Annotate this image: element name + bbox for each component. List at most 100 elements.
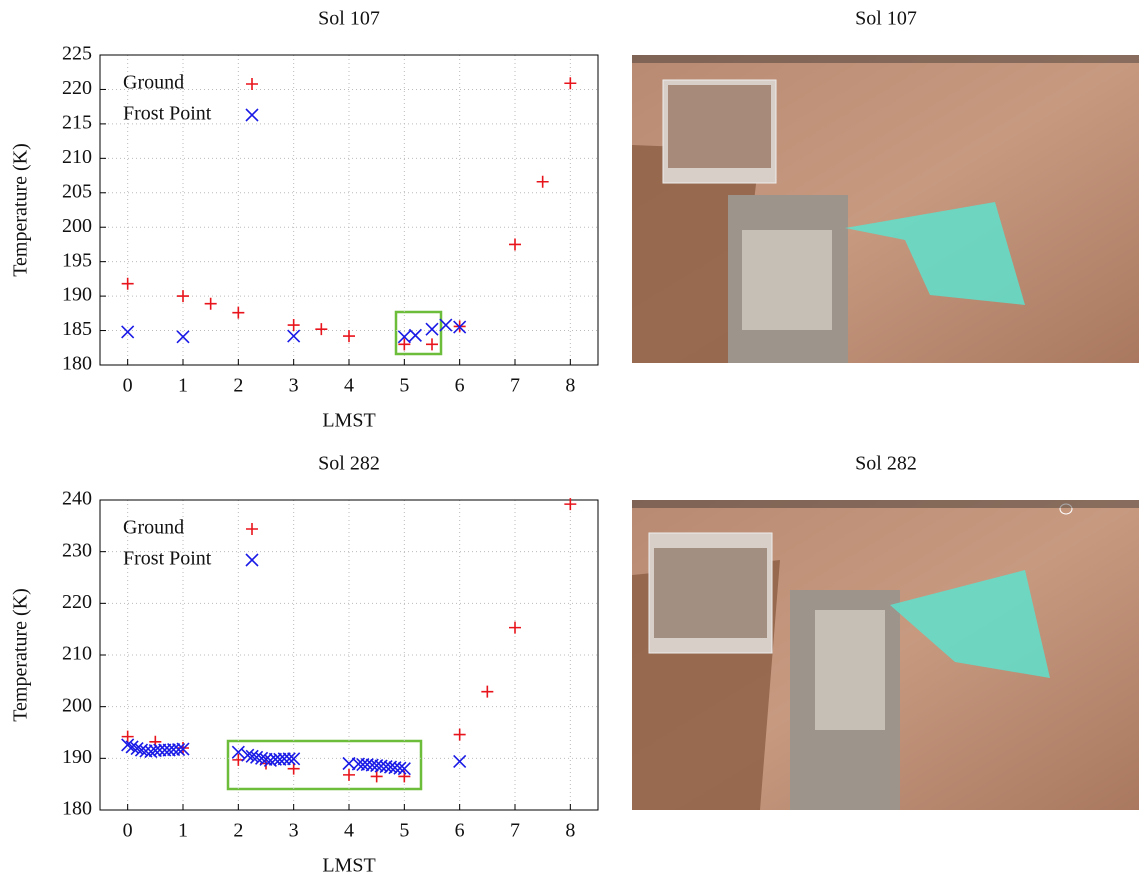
data-point	[393, 761, 407, 775]
data-point	[121, 738, 135, 752]
data-point	[481, 685, 494, 698]
data-point	[176, 742, 190, 756]
x-tick-label: 6	[455, 820, 465, 842]
y-tick-label: 200	[62, 694, 92, 716]
x-tick-label: 7	[510, 375, 520, 397]
legend-label: Frost Point	[123, 103, 212, 125]
plot-frame	[99, 499, 599, 811]
data-point	[204, 297, 217, 310]
x-tick-label: 4	[344, 375, 354, 397]
data-point	[176, 330, 190, 344]
data-point	[153, 743, 167, 757]
x-tick-label: 3	[289, 375, 299, 397]
x-tick-label: 2	[233, 375, 243, 397]
data-point	[259, 752, 273, 766]
x-axis-label: LMST	[322, 855, 375, 877]
y-tick-label: 190	[62, 746, 92, 768]
panel-title: Sol 282	[855, 453, 917, 475]
x-axis-label: LMST	[322, 410, 375, 432]
x-tick-label: 1	[178, 375, 188, 397]
x-tick-label: 7	[510, 820, 520, 842]
x-tick-label: 8	[565, 375, 575, 397]
x-tick-label: 4	[344, 820, 354, 842]
y-axis-label: Temperature (K)	[10, 143, 32, 277]
y-tick-label: 225	[62, 43, 92, 65]
x-tick-label: 8	[565, 820, 575, 842]
data-point	[343, 768, 355, 781]
x-tick-label: 5	[399, 820, 409, 842]
data-point	[287, 762, 300, 775]
data-point	[255, 751, 269, 765]
data-point	[370, 770, 383, 783]
plot-frame	[99, 54, 599, 366]
data-point	[453, 728, 466, 741]
data-point	[398, 338, 411, 351]
x-tick-label: 0	[123, 375, 133, 397]
panel-title: Sol 107	[855, 8, 917, 30]
legend-marker	[245, 553, 259, 567]
data-point	[453, 320, 467, 334]
data-point	[177, 290, 189, 303]
y-tick-label: 210	[62, 643, 92, 665]
y-tick-label: 185	[62, 318, 92, 340]
y-tick-label: 205	[62, 180, 92, 202]
y-axis-label: Temperature (K)	[10, 588, 32, 722]
data-point	[397, 330, 411, 344]
rover-image	[632, 55, 1139, 363]
y-tick-label: 195	[62, 249, 92, 271]
data-point	[232, 306, 245, 319]
y-tick-label: 220	[62, 77, 92, 99]
data-point	[343, 330, 355, 343]
rover-image	[632, 500, 1139, 810]
data-point	[453, 754, 467, 768]
y-tick-label: 190	[62, 284, 92, 306]
data-point	[426, 338, 438, 351]
x-tick-label: 0	[123, 820, 133, 842]
data-point	[536, 175, 549, 188]
data-point	[282, 752, 296, 766]
data-point	[408, 328, 422, 342]
legend-marker	[245, 108, 259, 122]
x-tick-label: 5	[399, 375, 409, 397]
data-point	[172, 742, 186, 757]
data-point	[121, 325, 135, 339]
data-point	[315, 323, 328, 336]
y-tick-label: 220	[62, 591, 92, 613]
legend-marker	[246, 78, 258, 90]
data-point	[287, 329, 301, 343]
data-point	[130, 741, 144, 756]
data-point	[564, 498, 577, 511]
data-point	[397, 762, 411, 776]
y-tick-label: 240	[62, 488, 92, 510]
data-point	[125, 740, 139, 754]
data-point	[241, 748, 255, 762]
y-tick-label: 180	[62, 798, 92, 820]
legend-marker	[246, 523, 258, 535]
legend-label: Frost Point	[123, 548, 212, 570]
data-point	[121, 277, 134, 290]
legend-label: Ground	[123, 517, 184, 539]
x-tick-label: 3	[289, 820, 299, 842]
chart-title: Sol 282	[318, 453, 380, 475]
x-tick-label: 6	[455, 375, 465, 397]
legend-label: Ground	[123, 72, 184, 94]
x-tick-label: 2	[233, 820, 243, 842]
data-point	[439, 318, 453, 332]
data-point	[509, 621, 521, 634]
y-tick-label: 200	[62, 215, 92, 237]
y-tick-label: 215	[62, 111, 92, 133]
y-tick-label: 230	[62, 539, 92, 561]
highlight-box	[226, 739, 423, 791]
y-tick-label: 210	[62, 146, 92, 168]
data-point	[509, 238, 521, 251]
data-point	[425, 322, 439, 336]
data-point	[287, 752, 301, 766]
data-point	[277, 752, 291, 766]
highlight-box	[394, 310, 443, 356]
y-tick-label: 180	[62, 353, 92, 375]
chart-title: Sol 107	[318, 8, 380, 30]
x-tick-label: 1	[178, 820, 188, 842]
data-point	[287, 319, 300, 332]
data-point	[231, 745, 245, 759]
